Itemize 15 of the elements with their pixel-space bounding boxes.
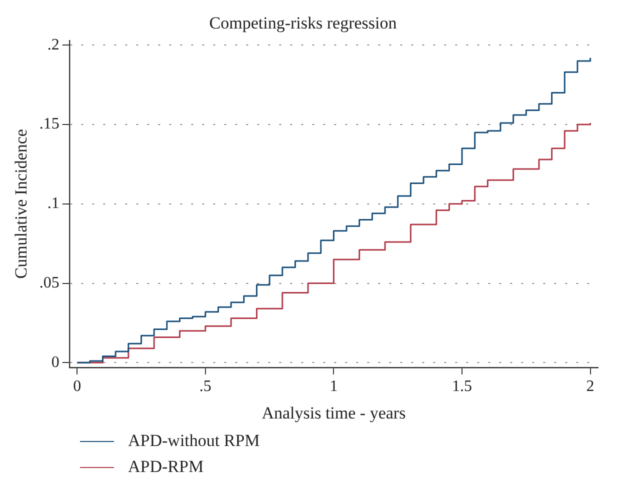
legend-label: APD-RPM xyxy=(128,456,204,478)
legend-label: APD-without RPM xyxy=(128,430,260,452)
x-tick-label: 1 xyxy=(330,378,338,396)
y-tick-label: .1 xyxy=(47,195,60,212)
x-tick-label: 1.5 xyxy=(452,378,472,396)
y-tick-label: 0 xyxy=(51,354,60,371)
y-tick-label: .2 xyxy=(47,36,60,54)
y-tick-label: .15 xyxy=(39,116,60,133)
x-axis-title: Analysis time - years xyxy=(262,403,406,422)
chart-title: Competing-risks regression xyxy=(209,14,398,33)
x-tick-label: 2 xyxy=(586,378,594,396)
y-axis-title: Cumulative Incidence xyxy=(12,129,31,279)
x-tick-label: .5 xyxy=(199,378,212,396)
y-tick-label: .05 xyxy=(39,274,60,292)
x-tick-label: 0 xyxy=(73,378,82,396)
